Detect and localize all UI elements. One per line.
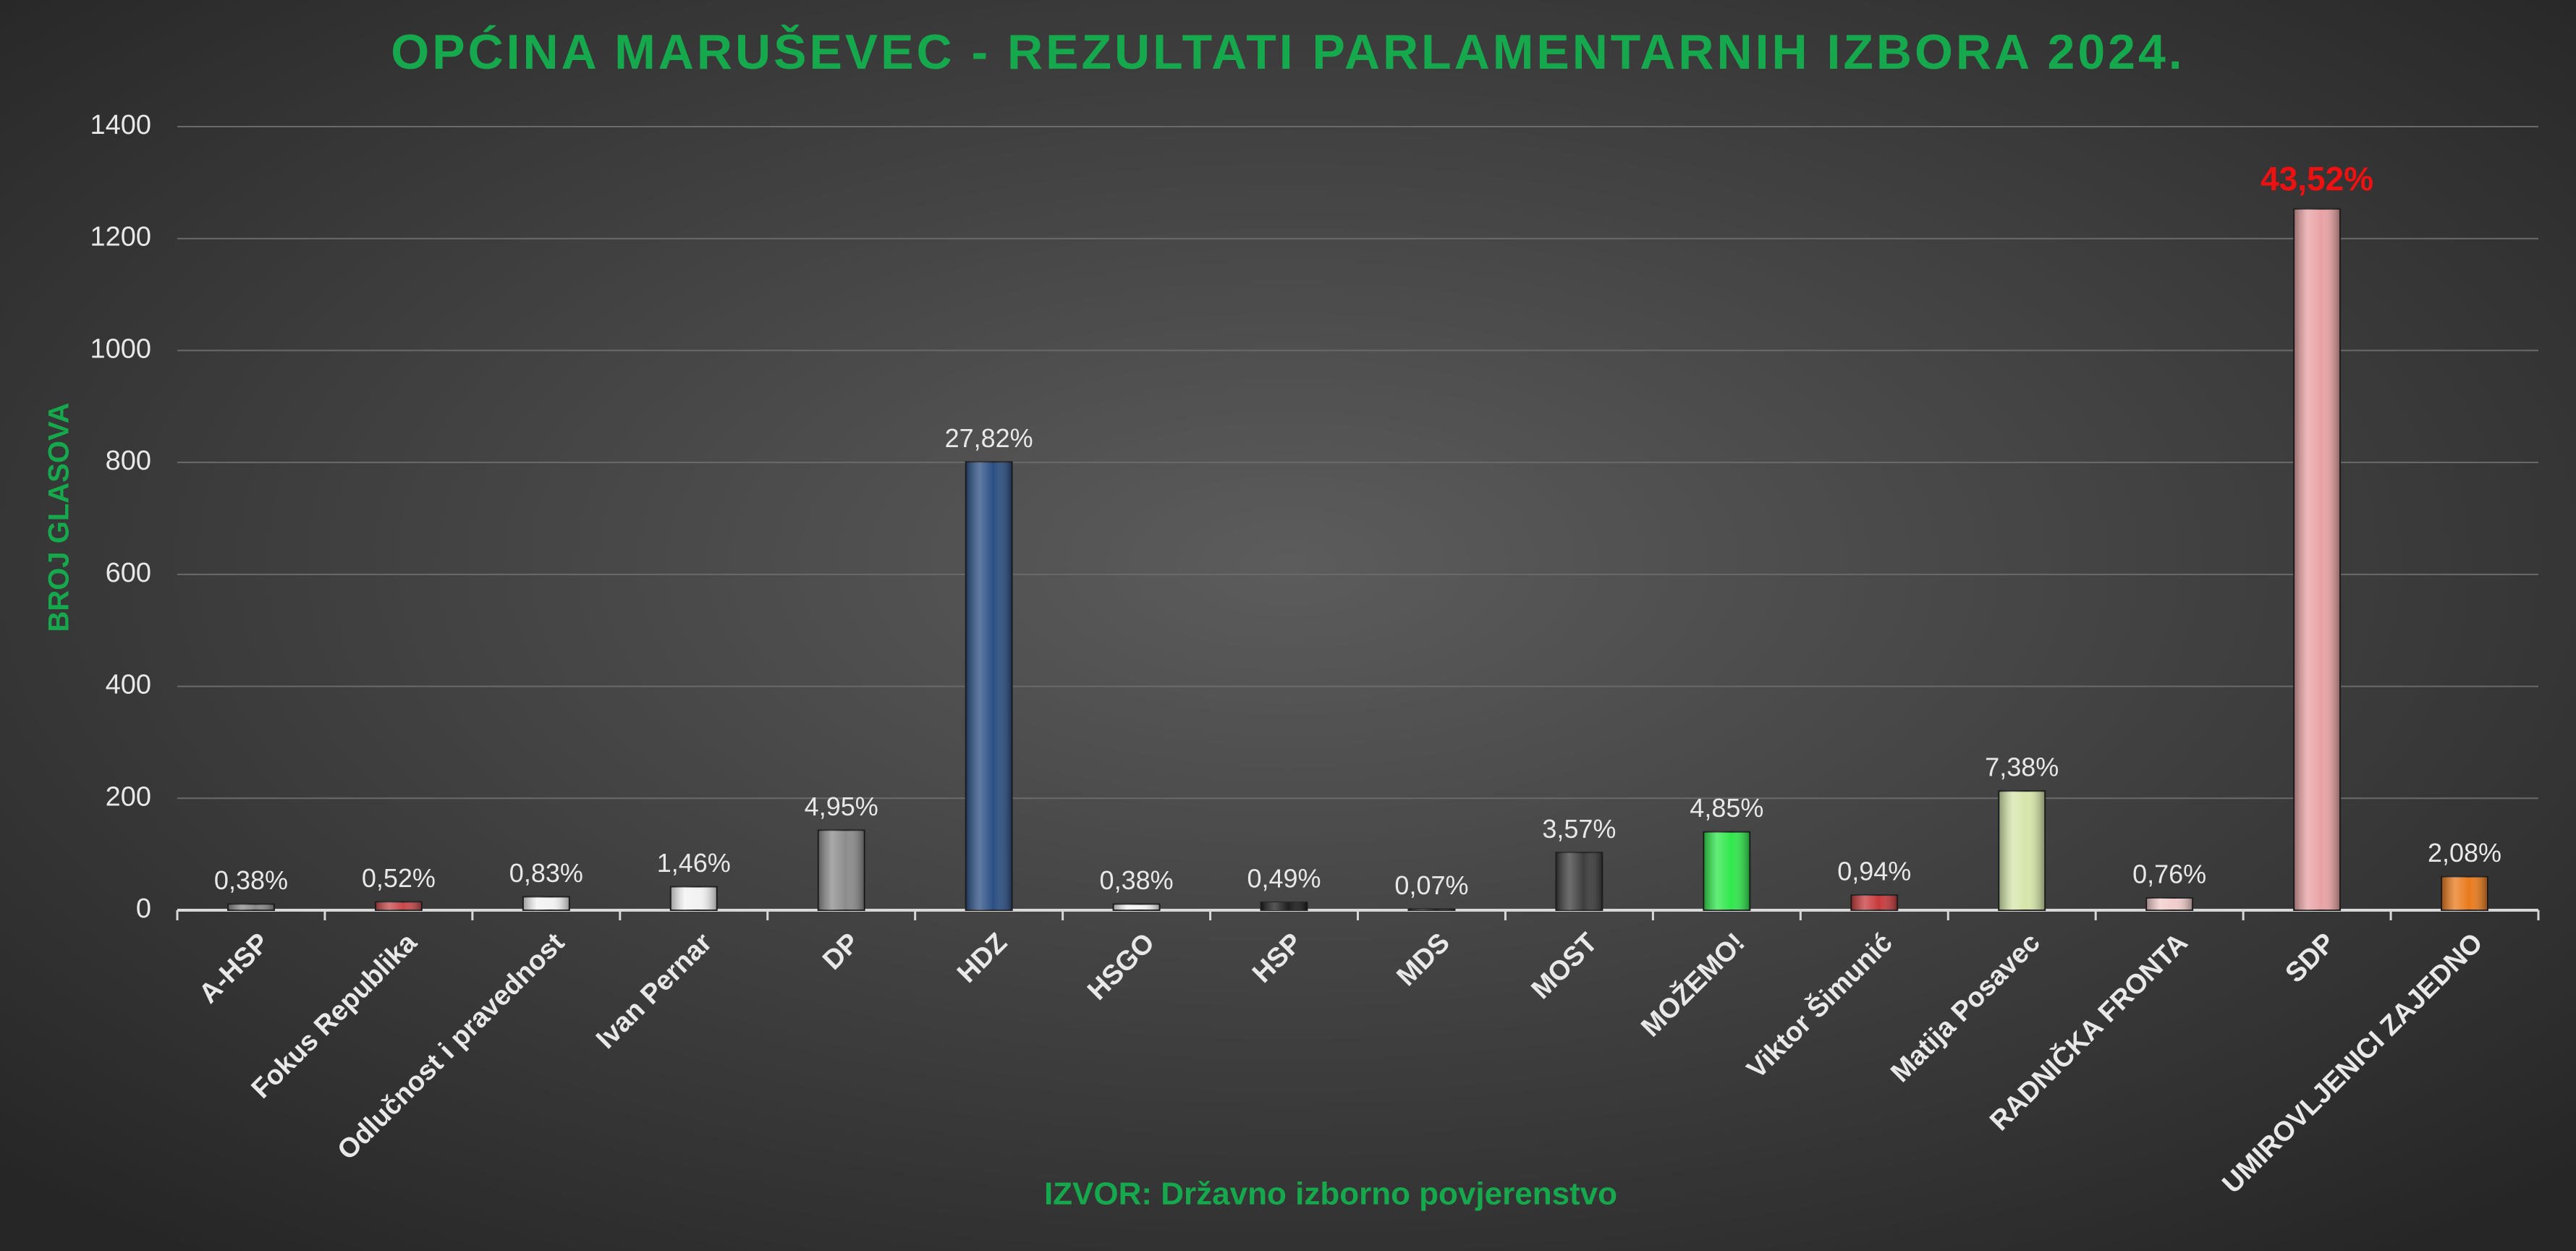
bar-sheen [1703, 831, 1750, 910]
bar-sheen [1851, 895, 1898, 910]
bar-sheen [965, 462, 1012, 910]
data-label: 2,08% [2428, 838, 2501, 868]
bar-sheen [227, 904, 274, 910]
y-tick-label: 800 [106, 446, 151, 476]
bar-sheen [1261, 902, 1308, 910]
y-tick-label: 200 [106, 781, 151, 812]
bar-sheen [2146, 897, 2193, 910]
data-label: 7,38% [1985, 752, 2059, 782]
source: IZVOR: Državno izborno povjerenstvo [1044, 1176, 1617, 1212]
bar-sheen [2294, 208, 2341, 911]
y-tick-label: 1200 [90, 222, 151, 253]
y-axis-label: BROJ GLASOVA [43, 402, 75, 632]
data-label: 3,57% [1542, 814, 1616, 844]
bar-sheen [1556, 852, 1603, 910]
bar-sheen [522, 896, 569, 910]
y-tick-label: 400 [106, 670, 151, 700]
bar-sheen [2441, 876, 2488, 910]
data-label: 0,49% [1247, 864, 1321, 894]
data-label: 27,82% [945, 423, 1033, 453]
bar-sheen [670, 886, 717, 910]
data-label: 4,85% [1690, 793, 1763, 823]
bar-sheen [1113, 904, 1160, 910]
chart-title: OPĆINA MARUŠEVEC - REZULTATI PARLAMENTAR… [391, 24, 2185, 80]
data-label: 0,38% [1100, 865, 1174, 895]
data-label: 1,46% [657, 848, 731, 878]
data-label: 4,95% [805, 792, 878, 821]
bar-sheen [375, 902, 422, 910]
bar-sheen [818, 830, 865, 910]
y-tick-label: 1400 [90, 110, 151, 140]
y-tick-label: 600 [106, 558, 151, 588]
data-label: 0,38% [214, 865, 288, 895]
bar-sheen [1408, 909, 1455, 910]
data-label: 0,94% [1837, 857, 1911, 886]
data-label: 0,07% [1394, 870, 1468, 900]
data-label: 0,76% [2132, 859, 2206, 889]
data-label: 43,52% [2261, 160, 2373, 198]
data-label: 0,52% [362, 863, 436, 893]
y-tick-label: 1000 [90, 334, 151, 364]
data-label: 0,83% [509, 858, 583, 888]
y-tick-label: 0 [136, 894, 151, 924]
bar-sheen [1999, 791, 2046, 910]
